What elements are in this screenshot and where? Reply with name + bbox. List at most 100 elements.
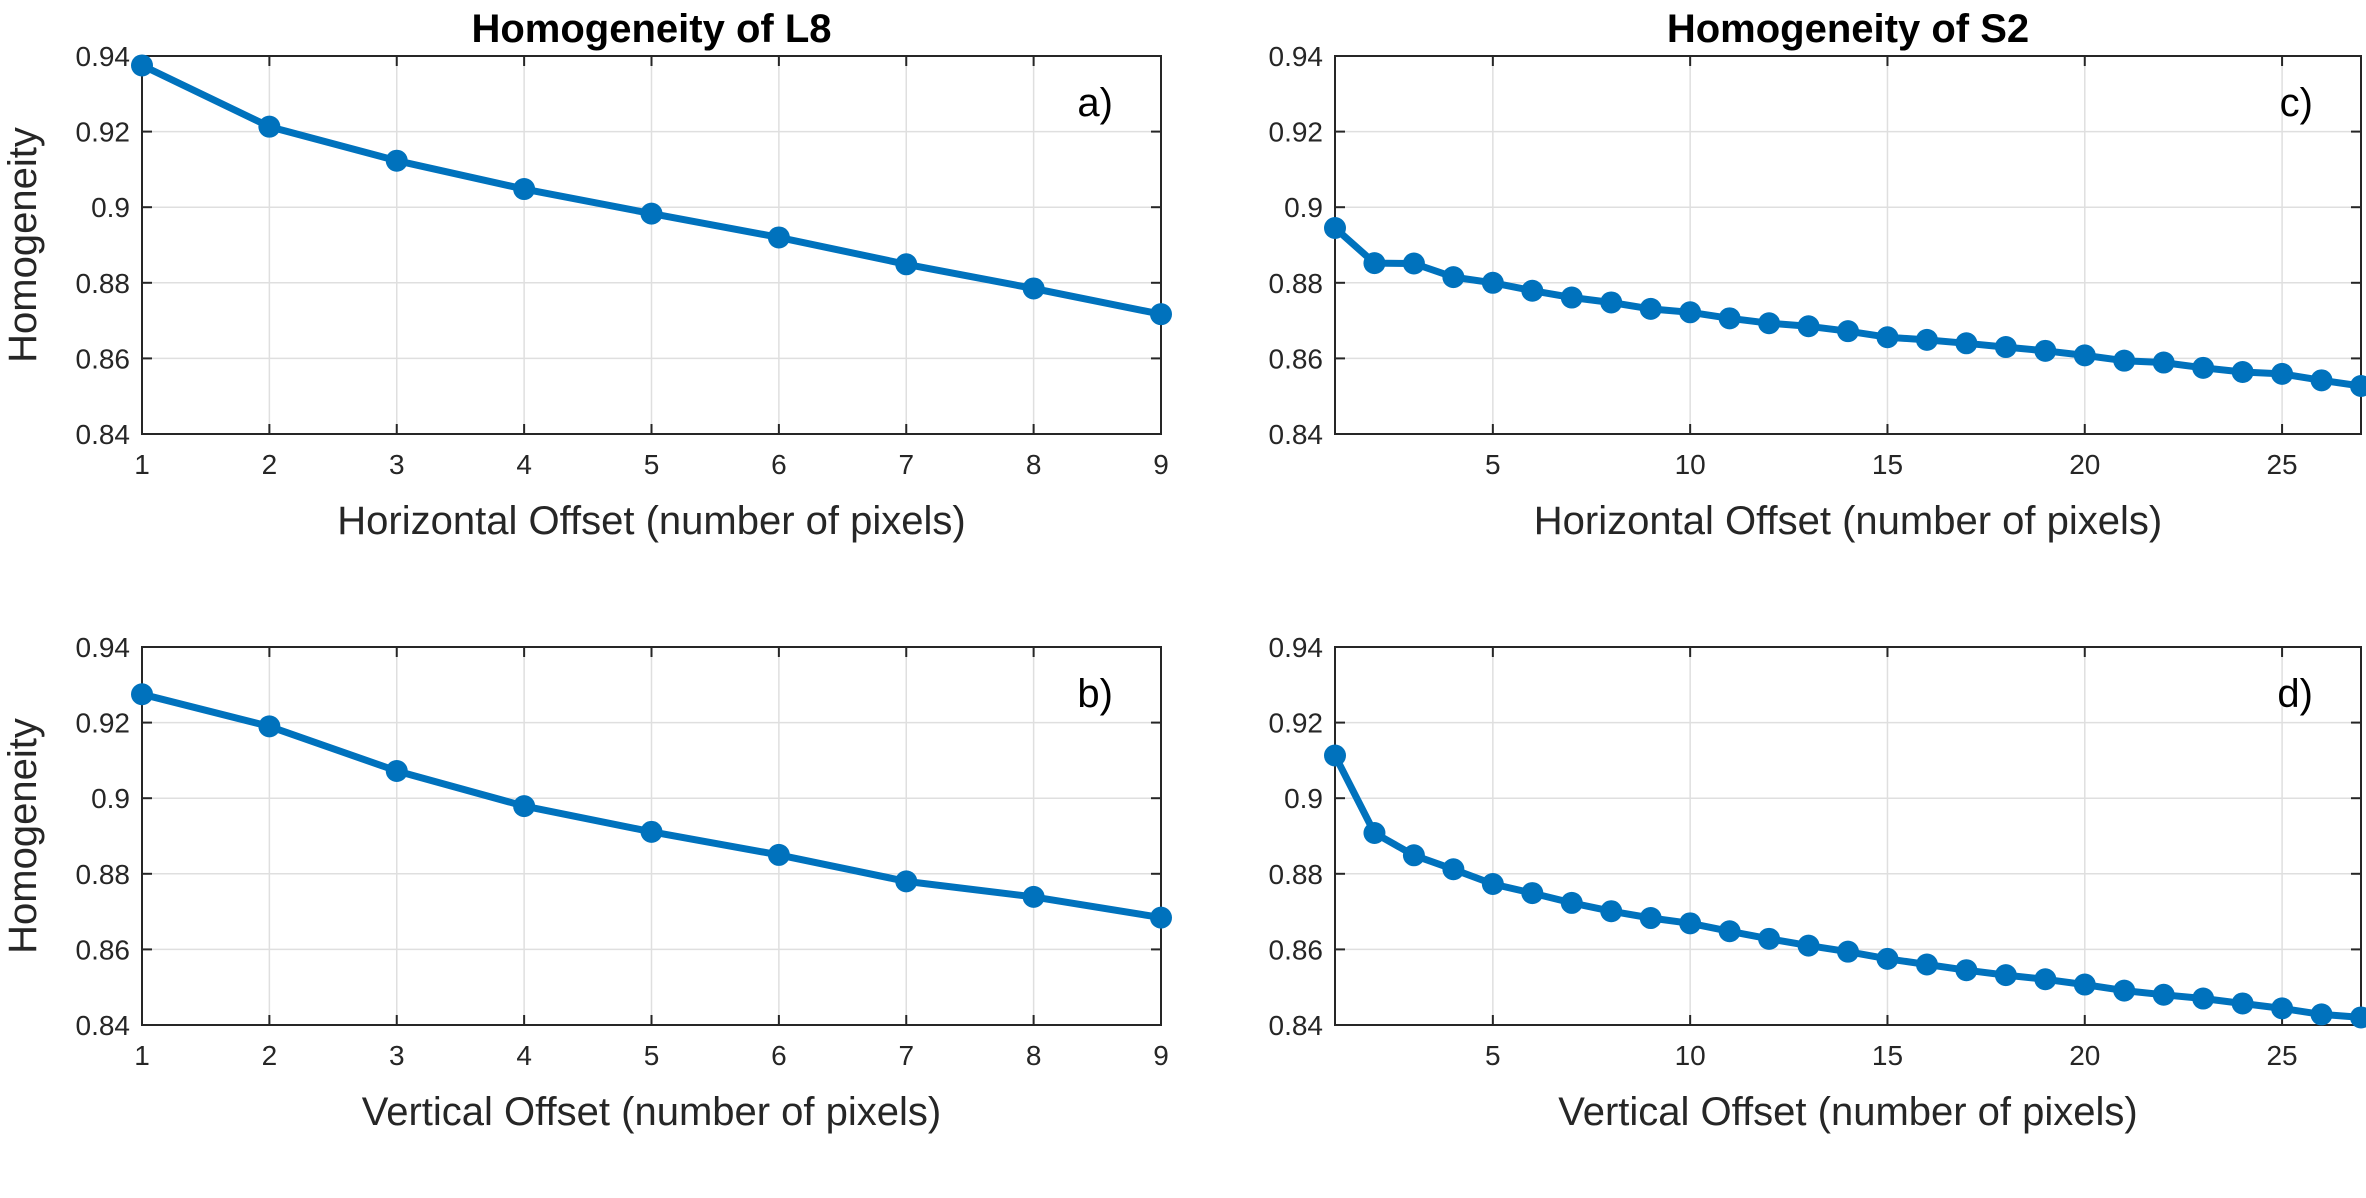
x-tick-label: 10 bbox=[1675, 449, 1706, 480]
x-axis-label: Vertical Offset (number of pixels) bbox=[362, 1090, 942, 1134]
data-point bbox=[1363, 821, 1386, 844]
data-point bbox=[131, 683, 153, 706]
y-tick-label: 0.9 bbox=[91, 192, 130, 223]
x-tick-label: 5 bbox=[1485, 1040, 1501, 1071]
y-tick-label: 0.86 bbox=[76, 934, 131, 965]
data-point bbox=[1915, 328, 1938, 351]
data-point bbox=[1797, 934, 1820, 957]
x-tick-label: 8 bbox=[1026, 449, 1042, 480]
x-tick-label: 25 bbox=[2266, 1040, 2297, 1071]
data-point bbox=[1679, 912, 1702, 935]
chart-title: Homogeneity of S2 bbox=[1667, 7, 2029, 51]
data-point bbox=[1481, 271, 1504, 294]
data-point bbox=[1521, 882, 1544, 905]
y-tick-label: 0.84 bbox=[1269, 1010, 1324, 1041]
data-point bbox=[2034, 339, 2057, 362]
data-point bbox=[2310, 369, 2333, 392]
data-point bbox=[513, 178, 536, 201]
data-point bbox=[1560, 891, 1583, 914]
y-tick-label: 0.9 bbox=[1284, 192, 1323, 223]
y-tick-label: 0.84 bbox=[76, 1010, 131, 1041]
data-point bbox=[1994, 336, 2017, 359]
data-point bbox=[1521, 279, 1544, 302]
data-point bbox=[767, 226, 790, 249]
data-point bbox=[2271, 362, 2294, 385]
x-tick-label: 15 bbox=[1872, 1040, 1903, 1071]
x-tick-label: 1 bbox=[134, 1040, 150, 1071]
data-point bbox=[895, 253, 918, 276]
axes-frame bbox=[1334, 646, 2362, 1026]
data-point bbox=[1402, 844, 1425, 867]
data-point bbox=[2192, 356, 2215, 379]
data-point bbox=[1876, 326, 1899, 349]
data-point bbox=[1402, 252, 1425, 275]
x-axis-label: Vertical Offset (number of pixels) bbox=[1558, 1090, 2138, 1134]
data-point bbox=[2192, 987, 2215, 1010]
data-point bbox=[2073, 973, 2096, 996]
data-point bbox=[1876, 947, 1899, 970]
data-point bbox=[1363, 252, 1386, 275]
data-point bbox=[258, 715, 281, 738]
data-point bbox=[895, 870, 918, 893]
x-tick-label: 3 bbox=[389, 449, 405, 480]
data-point bbox=[640, 202, 663, 225]
data-point bbox=[1837, 320, 1859, 343]
data-point bbox=[1022, 885, 1045, 908]
data-point bbox=[767, 843, 790, 866]
data-point bbox=[131, 54, 153, 77]
plot-area bbox=[1335, 647, 2361, 1025]
x-tick-label: 9 bbox=[1153, 449, 1169, 480]
panel-1: 5 10 15 20 25 0.84 0.86 0.88 0.9 0.92 0.94 c) Homoge… bbox=[1269, 7, 2366, 543]
axes-frame bbox=[1334, 55, 2362, 435]
y-tick-label: 0.9 bbox=[1284, 783, 1323, 814]
panel-3: 5 10 15 20 25 0.84 0.86 0.88 0.9 0.92 0.94 d) Vertic… bbox=[1269, 632, 2366, 1134]
data-point bbox=[2113, 979, 2136, 1002]
x-tick-label: 9 bbox=[1153, 1040, 1169, 1071]
x-axis-label: Horizontal Offset (number of pixels) bbox=[337, 499, 965, 543]
y-tick-label: 0.86 bbox=[76, 343, 131, 374]
x-tick-label: 1 bbox=[134, 449, 150, 480]
data-point bbox=[2073, 344, 2096, 367]
panel-label: b) bbox=[1077, 672, 1113, 716]
x-tick-label: 2 bbox=[262, 449, 278, 480]
data-point bbox=[1560, 286, 1583, 309]
x-tick-label: 15 bbox=[1872, 449, 1903, 480]
data-point bbox=[2231, 992, 2254, 1015]
x-tick-label: 4 bbox=[516, 449, 532, 480]
data-point bbox=[2350, 374, 2366, 397]
data-point bbox=[1481, 873, 1504, 896]
y-axis-label: Homogeneity bbox=[1, 718, 45, 954]
x-tick-label: 6 bbox=[771, 449, 787, 480]
data-point bbox=[1150, 303, 1172, 326]
data-point bbox=[258, 115, 281, 138]
data-point bbox=[385, 149, 408, 172]
x-tick-label: 20 bbox=[2069, 449, 2100, 480]
x-tick-label: 5 bbox=[1485, 449, 1501, 480]
x-tick-label: 5 bbox=[644, 449, 660, 480]
y-tick-label: 0.92 bbox=[76, 117, 131, 148]
data-point bbox=[1679, 301, 1702, 324]
data-point bbox=[1837, 940, 1859, 963]
data-point bbox=[1639, 297, 1662, 320]
x-axis-label: Horizontal Offset (number of pixels) bbox=[1534, 499, 2162, 543]
data-point bbox=[2113, 349, 2136, 372]
data-point bbox=[2350, 1006, 2366, 1029]
data-point bbox=[1718, 920, 1741, 943]
data-point bbox=[1955, 332, 1978, 355]
data-point bbox=[1324, 216, 1346, 239]
data-point bbox=[2310, 1003, 2333, 1026]
data-point bbox=[1150, 906, 1172, 929]
y-tick-label: 0.88 bbox=[76, 268, 131, 299]
data-point bbox=[2231, 361, 2254, 384]
data-point bbox=[2034, 968, 2057, 991]
x-tick-label: 3 bbox=[389, 1040, 405, 1071]
y-tick-label: 0.92 bbox=[1269, 708, 1324, 739]
y-tick-label: 0.86 bbox=[1269, 343, 1324, 374]
x-tick-label: 7 bbox=[898, 1040, 914, 1071]
panel-label: d) bbox=[2277, 672, 2313, 716]
y-tick-label: 0.92 bbox=[1269, 117, 1324, 148]
x-tick-label: 7 bbox=[898, 449, 914, 480]
data-point bbox=[1639, 907, 1662, 930]
data-point bbox=[1758, 927, 1781, 950]
data-point bbox=[2152, 351, 2175, 374]
